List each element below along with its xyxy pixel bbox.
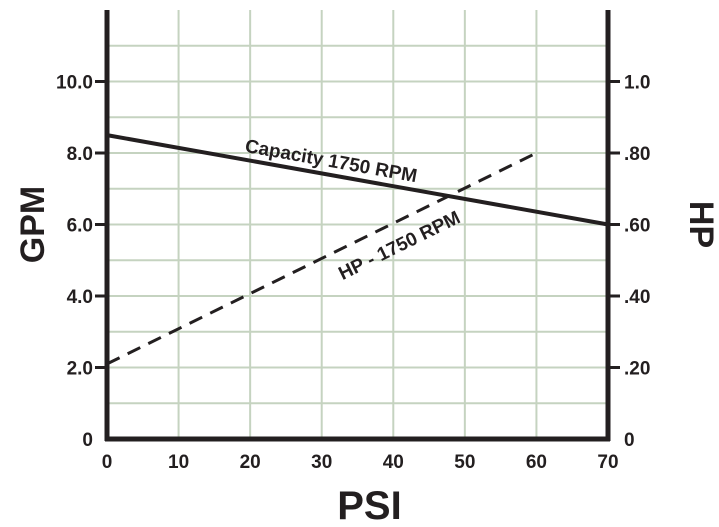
axes (95, 10, 620, 442)
hp-line (106, 151, 538, 366)
x-tick-label: 0 (102, 452, 113, 473)
left-tick-label: 8.0 (67, 144, 93, 165)
x-axis-title: PSI (337, 484, 401, 527)
x-tick-label: 40 (383, 452, 404, 473)
right-tick-label: .40 (624, 287, 650, 308)
left-tick-label: 0 (82, 430, 93, 451)
grid (107, 10, 608, 439)
x-tick-label: 30 (311, 452, 332, 473)
x-tick-label: 10 (168, 452, 189, 473)
capacity-line (106, 133, 609, 227)
left-tick-label: 2.0 (67, 359, 93, 380)
series-layer (106, 133, 609, 366)
right-tick-label: .80 (624, 144, 650, 165)
left-tick-label: 4.0 (67, 287, 93, 308)
right-tick-label: 0 (624, 430, 635, 451)
right-tick-label: .60 (624, 216, 650, 237)
right-axis-title: HP (682, 201, 719, 248)
left-axis-title: GPM (14, 186, 52, 263)
left-tick-label: 6.0 (67, 216, 93, 237)
x-tick-label: 70 (597, 452, 618, 473)
tick-labels: 0 2.0 4.0 6.0 8.0 10.0 0 .20 .40 .60 .80 1.0 0 10 20 30… (56, 73, 650, 474)
x-tick-label: 50 (454, 452, 475, 473)
x-tick-label: 20 (240, 452, 261, 473)
right-tick-label: .20 (624, 359, 650, 380)
x-tick-label: 60 (526, 452, 547, 473)
left-tick-label: 10.0 (56, 73, 93, 94)
right-tick-label: 1.0 (624, 73, 650, 94)
